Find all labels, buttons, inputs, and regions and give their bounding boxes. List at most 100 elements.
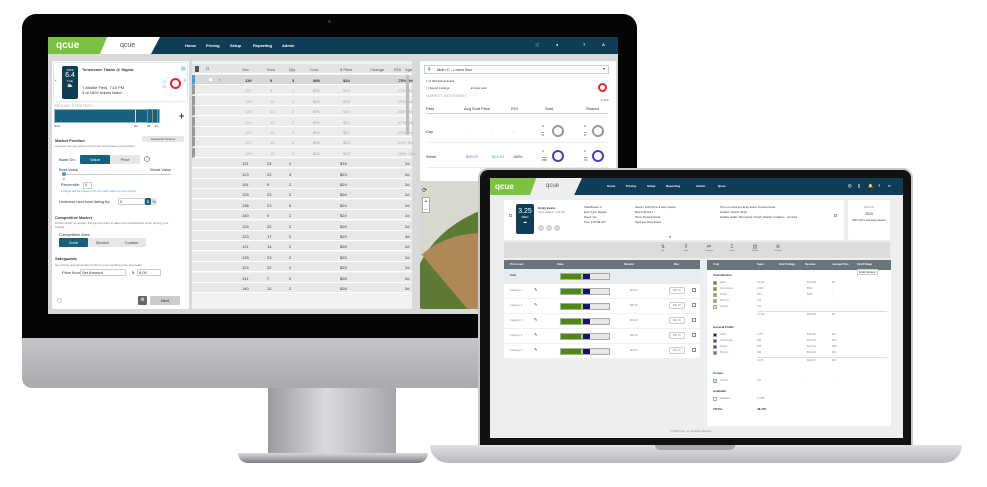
price-level-row[interactable]: Category 1 ✎ $00.00 $00.00	[504, 284, 700, 299]
column-header-change[interactable]: Change	[370, 67, 385, 72]
table-row[interactable]: 129 13 2 $95 $59 -38% 12w	[192, 147, 415, 158]
view-sold-checkbox[interactable]: ■ View sold	[471, 86, 487, 90]
table-row[interactable]: 124 23 2 $24 2d	[192, 189, 412, 200]
details-checkbox[interactable]	[834, 214, 837, 217]
refresh-icon[interactable]: ⟳	[422, 188, 428, 194]
toolbar-settings-button[interactable]: ⚙ Settings	[769, 244, 787, 252]
toolbar-totals-button[interactable]: Σ Totals	[723, 244, 741, 252]
nav-home[interactable]: Home	[185, 43, 197, 48]
price-level-row[interactable]: Category 3 ✎ $00.00 $00.00	[504, 314, 700, 329]
edit-pencil-icon[interactable]: ✎	[534, 317, 538, 322]
table-row[interactable]: 124 22 2 $25 2d	[192, 220, 412, 231]
edit-pencil-icon[interactable]: ✎	[534, 347, 538, 352]
edit-pencil-icon[interactable]: ✎	[534, 287, 538, 292]
nav-setup[interactable]: Setup	[647, 184, 656, 188]
edit-pencil-icon[interactable]: ✎	[534, 332, 538, 337]
expand-chevron-icon[interactable]: ▾	[669, 234, 672, 239]
clock-icon[interactable]: ◷	[848, 183, 852, 188]
export-listings-button[interactable]: ▢ Export Listings	[426, 86, 450, 90]
info-icon[interactable]	[144, 156, 150, 162]
settings-gear-icon[interactable]: ⚙	[138, 296, 147, 305]
nav-reporting[interactable]: Reporting	[253, 43, 272, 48]
copy-icon[interactable]	[546, 225, 552, 231]
column-header-cost[interactable]: Cost	[310, 67, 319, 72]
help-icon[interactable]: ?	[878, 183, 881, 188]
nav-qcue[interactable]: Qcue	[718, 184, 726, 188]
undercut-dollar-toggle[interactable]: $	[145, 198, 151, 205]
nav-pricing[interactable]: Pricing	[626, 184, 637, 188]
max-checkbox[interactable]	[692, 348, 696, 352]
max-input[interactable]: $00.00	[669, 317, 685, 324]
base-value-button[interactable]: Value	[80, 155, 110, 164]
nav-reporting[interactable]: Reporting	[666, 184, 681, 188]
menu-icon[interactable]: ▪▪	[888, 183, 891, 188]
table-row[interactable]: 120 10 2 $95 $38 -59% 1w	[192, 95, 413, 106]
export-icon[interactable]	[554, 225, 560, 231]
prev-event-icon[interactable]: ‹	[55, 78, 57, 84]
clipboard-icon[interactable]: ▤	[181, 66, 186, 72]
max-checkbox[interactable]	[692, 288, 696, 292]
table-row[interactable]: 129 13 2 $95 $49 -48% 3w	[192, 106, 413, 117]
event-checkbox[interactable]	[509, 214, 512, 217]
expand-icon[interactable]: ‹	[219, 77, 221, 82]
nav-admin[interactable]: Admin	[696, 184, 706, 188]
max-checkbox[interactable]	[692, 303, 696, 307]
nav-pricing[interactable]: Pricing	[206, 43, 220, 48]
nav-admin[interactable]: Admin	[282, 43, 295, 48]
next-event-icon[interactable]: ›	[184, 78, 186, 84]
pricing-strategy-timeline[interactable]	[54, 109, 160, 123]
column-header-price[interactable]: $ Price	[340, 67, 353, 72]
table-row[interactable]: 135 23 2 $25 2d	[192, 251, 412, 262]
qcue-logo[interactable]: qcue	[490, 178, 540, 195]
price-level-row[interactable]: Category 4 ✎ $00.00 $00.00	[504, 329, 700, 344]
value-slider[interactable]	[62, 172, 172, 176]
bell-icon[interactable]: 🔔	[868, 183, 873, 188]
edit-pencil-icon[interactable]: ✎	[534, 302, 538, 307]
nav-setup[interactable]: Setup	[230, 43, 242, 48]
document-icon[interactable]: ▯	[858, 183, 861, 188]
area-section-button[interactable]: Section	[88, 238, 117, 247]
table-row[interactable]: 127 12 5 $95 $53 -44% 5w	[192, 137, 413, 148]
max-checkbox[interactable]	[692, 318, 696, 322]
column-header-qty[interactable]: Qty	[289, 67, 296, 72]
info-icon[interactable]	[538, 225, 544, 231]
cart-icon[interactable]: 🛒	[535, 42, 540, 47]
table-row[interactable]: 121 14 2 $25 2d	[192, 241, 412, 252]
price-floor-input[interactable]: 6.00	[137, 269, 161, 276]
price-level-row[interactable]: Category 5 ✎ $00.00 $00.00	[504, 344, 700, 359]
table-row[interactable]: 140 9 2 $24 2d	[192, 210, 412, 221]
column-header-sec[interactable]: Sec	[242, 67, 249, 72]
user-icon[interactable]: A	[602, 42, 605, 47]
max-input[interactable]: $00.00	[669, 287, 685, 294]
area-custom-button[interactable]: Custom	[117, 238, 146, 247]
help-icon[interactable]: ?	[583, 42, 586, 47]
base-price-button[interactable]: Price	[110, 155, 140, 164]
qcue-logo[interactable]: qcue	[48, 37, 110, 54]
table-row[interactable]: 119 9 3 $95 $24 -75% 2d ‹	[192, 75, 413, 85]
table-row[interactable]: 141 7 2 $26 2d	[192, 272, 412, 283]
column-header-age[interactable]: Age	[405, 67, 413, 72]
toolbar-simple-button[interactable]: ▥ Simple	[746, 244, 764, 252]
table-row[interactable]: 136 23 6 $24 2d	[192, 199, 412, 210]
area-zone-button[interactable]: Zone	[59, 238, 88, 247]
nav-home[interactable]: Home	[607, 184, 616, 188]
next-button[interactable]: Next	[150, 296, 180, 305]
help-icon[interactable]	[57, 298, 62, 303]
table-row[interactable]: 129 13 2 $95 $50 -47% 8w	[192, 116, 413, 127]
price-floor-type-select[interactable]: Set Amount	[80, 269, 126, 276]
toolbar-filter-button[interactable]: ⊽ Filter	[677, 244, 695, 252]
toolbar-compare-button[interactable]: ⇄ Compare	[700, 244, 718, 252]
toggle-icon[interactable]: ●	[556, 42, 559, 47]
table-row[interactable]: 124 22 2 $25 2d	[192, 262, 412, 273]
max-input[interactable]: $00.00	[669, 332, 685, 339]
table-row[interactable]: 123 22 4 $23 2d	[192, 168, 412, 179]
select-all-checkbox[interactable]	[206, 67, 209, 70]
table-row[interactable]: 123 17 2 $25 3d	[192, 231, 412, 241]
add-strategy-button[interactable]: +	[179, 111, 185, 121]
max-checkbox[interactable]	[692, 333, 696, 337]
toolbar-flip-button[interactable]: ⇅ Flip	[654, 244, 672, 252]
percentile-input[interactable]: 0	[83, 182, 92, 189]
max-input[interactable]: $00.00	[669, 302, 685, 309]
table-row[interactable]: 121 24 2 $18 2d	[192, 158, 412, 169]
table-row[interactable]: 119 9 1 $95 $26 -73% 3d	[192, 85, 412, 96]
